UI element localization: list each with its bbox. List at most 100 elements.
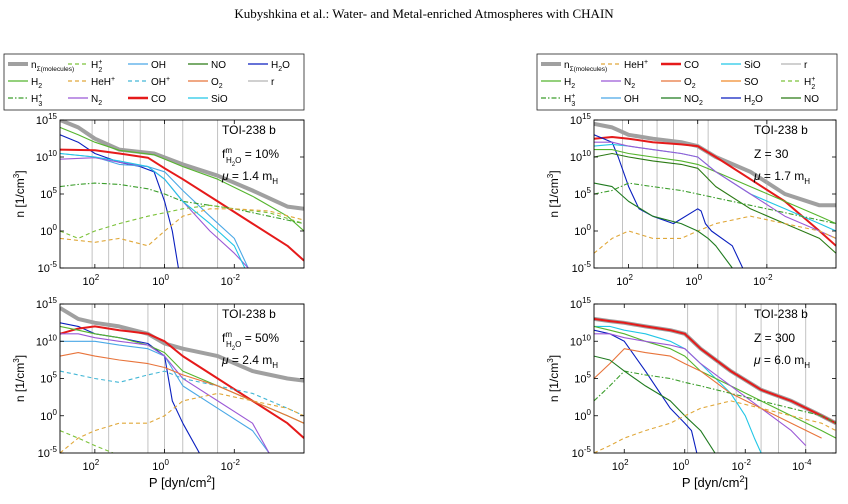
legend-label: CO	[151, 94, 166, 105]
legend-item-CO: CO	[661, 60, 699, 71]
legend-item-HeHplus: HeH+	[601, 59, 648, 71]
legend-label: H2	[31, 77, 42, 90]
y-tick-label: 1010	[570, 333, 592, 348]
legend-item-HeHplus: HeH+	[68, 76, 115, 88]
x-tick-label: 10-2	[221, 458, 241, 473]
mean-molecular-weight-label: μ = 1.4 mH	[221, 169, 278, 186]
series-line-H2plus	[60, 430, 114, 453]
legend-item-O2: O2	[661, 77, 696, 90]
x-tick-label: 102	[83, 273, 100, 288]
parameter-label: fm H2O = 50%	[222, 330, 279, 352]
x-axis-label: P [dyn/cm2]	[682, 474, 748, 490]
chart-panel-4: 1015 1010 105 100 10-5 102 100 10-2 10-4 n [1/cm3…	[546, 296, 837, 490]
series-line-N2	[594, 333, 807, 446]
series-line-O2	[594, 348, 822, 439]
x-tick-label: 102	[612, 458, 629, 473]
planet-label: TOI-238 b	[222, 307, 276, 321]
series-line-H3plus	[594, 182, 836, 225]
legend-item-OHplus: OH+	[128, 76, 170, 88]
series-line-O2	[60, 352, 304, 424]
y-tick-label: 1015	[570, 296, 592, 311]
x-tick-label: 100	[152, 458, 169, 473]
parameter-label: Z = 30	[754, 147, 789, 161]
planet-label: TOI-238 b	[754, 123, 808, 137]
legend-item-N2: N2	[601, 77, 635, 90]
legend-item-H2plus: H+ 2	[68, 59, 102, 74]
series-line-total	[60, 306, 304, 383]
series-line-HeHplus	[594, 215, 836, 254]
series-line-H2O	[594, 134, 744, 268]
y-tick-label: 100	[40, 223, 57, 238]
legend-item-H3plus: H+ 3	[8, 93, 42, 108]
series-line-H2	[60, 126, 304, 232]
x-tick-label: 100	[152, 273, 169, 288]
series-line-CO	[594, 317, 836, 425]
series-line-total	[60, 120, 304, 211]
legend-item-NO: NO	[781, 94, 819, 105]
legend-item-CO: CO	[128, 94, 166, 105]
legend-item-total: nΣ(molecules)	[8, 60, 74, 73]
legend-item-SiO: SiO	[188, 94, 228, 105]
series-line-N2	[60, 333, 270, 453]
legend-label: H+ 3	[564, 93, 575, 108]
legend-label: NO	[211, 60, 226, 71]
series-line-CO	[60, 325, 304, 439]
series-line-total	[594, 316, 836, 425]
legend-item-OH: OH	[601, 94, 639, 105]
legend-label: OH	[151, 60, 166, 71]
plot-frame	[593, 119, 837, 269]
mean-molecular-weight-label: μ = 6.0 mH	[753, 353, 810, 370]
legend-item-O2: O2	[188, 77, 223, 90]
series-line-N2	[60, 157, 249, 268]
legend-label: SiO	[211, 94, 228, 105]
y-tick-label: 1015	[36, 112, 58, 127]
legend-item-H2plus: H+ 2	[781, 76, 815, 91]
legend-item-N2: N2	[68, 94, 102, 107]
series-line-HeHplus	[60, 392, 304, 453]
x-tick-label: 10-4	[792, 458, 812, 473]
legend-item-NO: NO	[188, 60, 226, 71]
x-axis-label: P [dyn/cm2]	[149, 474, 215, 490]
legend-label: OH+	[151, 76, 170, 88]
legend-label: H2	[564, 77, 575, 90]
x-tick-label: 10-2	[221, 273, 241, 288]
mean-molecular-weight-label: μ = 2.4 mH	[221, 353, 278, 370]
y-tick-label: 100	[574, 223, 591, 238]
legend-label: r	[804, 60, 808, 71]
planet-label: TOI-238 b	[754, 307, 808, 321]
legend-label: CO	[684, 60, 699, 71]
y-tick-label: 1010	[36, 333, 58, 348]
legend-label: H+ 2	[91, 59, 102, 74]
x-tick-label: 100	[672, 458, 689, 473]
planet-label: TOI-238 b	[222, 123, 276, 137]
legend-item-H2: H2	[541, 77, 575, 90]
legend-item-r: r	[248, 77, 275, 88]
legend-item-H2O: H2O	[721, 94, 763, 107]
legend-right: nΣ(molecules) HeH+ CO SiO r H2 N2 O2 SO H+ 2 H+ 3 OH N…	[536, 53, 838, 111]
series-line-H2	[594, 325, 836, 439]
x-tick-label: 10-2	[732, 458, 752, 473]
y-tick-label: 105	[574, 186, 591, 201]
y-tick-label: 105	[574, 371, 591, 386]
series-line-HeHplus	[594, 400, 836, 453]
legend-label: nΣ(molecules)	[31, 60, 74, 73]
x-tick-label: 100	[685, 273, 702, 288]
series-line-NO	[594, 152, 836, 254]
y-tick-label: 10-5	[572, 260, 592, 275]
series-line-H2O	[60, 134, 179, 268]
series-line-H2plus	[60, 204, 304, 239]
legend-label: HeH+	[91, 76, 115, 88]
x-tick-label: 10-2	[753, 273, 773, 288]
series-line-H2	[594, 149, 836, 225]
legend-item-r: r	[781, 60, 808, 71]
legend-item-SO: SO	[721, 77, 759, 88]
series-line-N2	[594, 141, 836, 239]
x-tick-label: 102	[83, 458, 100, 473]
legend-label: H2O	[271, 60, 290, 73]
legend-label: OH	[624, 94, 639, 105]
series-line-H3plus	[594, 370, 836, 424]
legend-label: NO2	[684, 94, 703, 107]
y-tick-label: 1010	[36, 149, 58, 164]
legend-item-OH: OH	[128, 60, 166, 71]
